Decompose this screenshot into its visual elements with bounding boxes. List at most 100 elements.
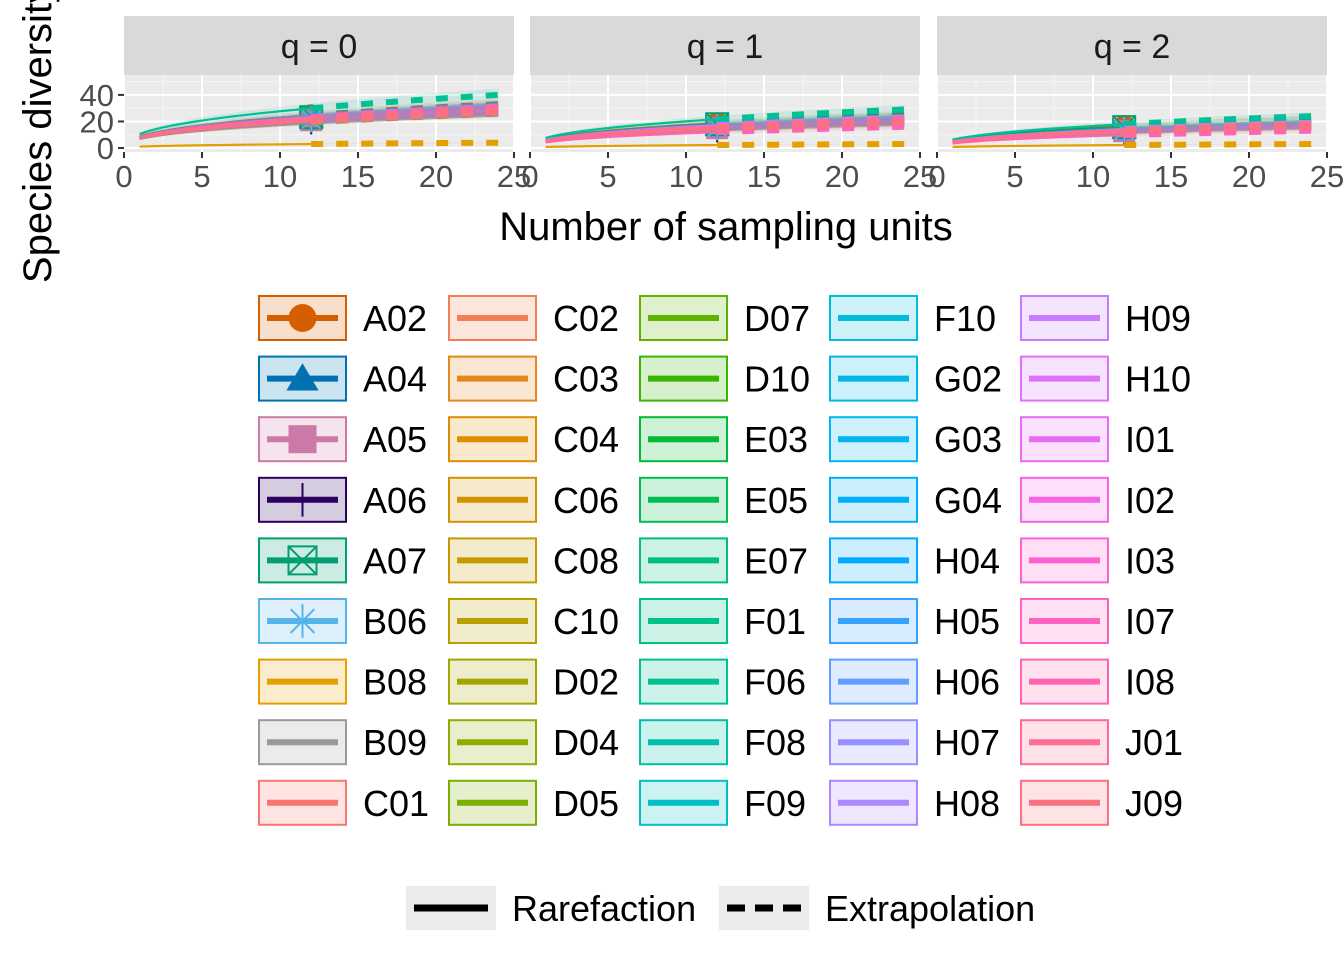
x-tick-label: 25: [903, 159, 937, 194]
confidence-band: [139, 107, 499, 140]
series-legend: A02 A04 A05 A06 A07 B06 B08 B09 C01 C02 C03 C04 C06 C…: [258, 295, 1191, 826]
legend-label: I02: [1125, 480, 1175, 521]
x-tick-label: 10: [1076, 159, 1110, 194]
legend-label: A04: [363, 359, 427, 400]
legend-label: G04: [934, 480, 1002, 521]
y-tick-label: 40: [80, 78, 114, 113]
facet-label: q = 0: [281, 28, 358, 66]
extrapolation-line: [310, 91, 499, 112]
legend-label: E05: [744, 480, 808, 521]
linetype-legend: Rarefaction Extrapolation: [406, 886, 1035, 930]
series-group: [952, 112, 1312, 149]
legend-label: F09: [744, 783, 806, 824]
confidence-band: [139, 107, 499, 140]
extrapolation-line: [311, 106, 499, 123]
legend-item: C03: [448, 355, 619, 402]
legend-item: F06: [639, 658, 806, 705]
legend-label: H04: [934, 540, 1000, 581]
extrapolation-line: [717, 106, 905, 123]
legend-item: F09: [639, 779, 806, 826]
legend-label: D07: [744, 298, 810, 339]
legend-label: D10: [744, 359, 810, 400]
legend-key-shape: [288, 425, 317, 454]
legend-item: H04: [829, 537, 1000, 584]
legend-item: G03: [829, 416, 1002, 463]
legend-label: J01: [1125, 722, 1183, 763]
legend-label: C06: [553, 480, 619, 521]
legend-label: H06: [934, 662, 1000, 703]
linetype-label: Extrapolation: [825, 888, 1035, 929]
legend-label: H10: [1125, 359, 1191, 400]
extrapolation-line: [717, 141, 905, 149]
rarefaction-line: [545, 143, 718, 149]
legend-item: C10: [448, 598, 619, 644]
legend-item: H07: [829, 719, 1000, 766]
legend-label: A07: [363, 540, 427, 581]
legend-key-shape: [288, 304, 317, 332]
legend-label: D02: [553, 662, 619, 703]
extrapolation-line: [717, 123, 905, 136]
linetype-legend-item: Rarefaction: [406, 886, 696, 930]
legend-label: B06: [363, 601, 427, 642]
confidence-band: [139, 88, 499, 136]
linetype-legend-item: Extrapolation: [719, 886, 1035, 930]
legend-item: H08: [829, 779, 1000, 826]
rarefaction-line: [545, 131, 718, 144]
legend-label: I07: [1125, 601, 1175, 642]
legend-item: C08: [448, 537, 619, 584]
x-tick-label: 0: [521, 159, 538, 194]
legend-label: H08: [934, 783, 1000, 824]
legend-label: I01: [1125, 419, 1175, 460]
legend-item: H05: [829, 598, 1000, 644]
legend-label: C10: [553, 601, 619, 642]
legend-item: A07: [258, 537, 427, 584]
legend-label: A02: [363, 298, 427, 339]
legend-label: G03: [934, 419, 1002, 460]
legend-label: C02: [553, 298, 619, 339]
legend-item: B06: [258, 598, 427, 644]
x-tick-label: 15: [341, 159, 375, 194]
legend-label: H09: [1125, 298, 1191, 339]
facet-label: q = 2: [1094, 28, 1171, 66]
x-tick-label: 0: [115, 159, 132, 194]
confidence-band: [139, 107, 499, 140]
confidence-band: [139, 107, 499, 140]
facet-label: q = 1: [687, 28, 764, 66]
legend-label: G02: [934, 359, 1002, 400]
legend-item: E05: [639, 476, 808, 523]
legend-label: D05: [553, 783, 619, 824]
legend-item: H09: [1020, 295, 1191, 341]
y-axis-label: Species diversity: [16, 0, 60, 283]
rarefaction-line: [545, 118, 718, 139]
x-tick-label: 10: [263, 159, 297, 194]
legend-key-shape: [285, 483, 320, 517]
rarefaction-line: [545, 126, 718, 142]
legend-label: H07: [934, 722, 1000, 763]
legend-key-shape: [287, 545, 318, 576]
x-tick-label: 15: [747, 159, 781, 194]
legend-item: D05: [448, 779, 619, 826]
legend-item: F08: [639, 719, 806, 766]
extrapolation-line: [1124, 121, 1312, 134]
legend-label: F01: [744, 601, 806, 642]
legend-item: H06: [829, 658, 1000, 705]
legend-item: C02: [448, 295, 619, 341]
extrapolation-line: [1124, 127, 1312, 139]
legend-label: C03: [553, 359, 619, 400]
legend-item: J09: [1020, 779, 1183, 826]
rarefaction-line: [952, 134, 1125, 145]
legend-label: H05: [934, 601, 1000, 642]
legend-key-shape: [286, 363, 319, 391]
extrapolation-line: [717, 117, 905, 131]
x-tick-label: 0: [928, 159, 945, 194]
facet-panel: q = 2 0 5 10 15 20 25: [928, 16, 1344, 194]
legend-item: D04: [448, 719, 619, 766]
legend-item: I01: [1020, 416, 1175, 463]
extrapolation-line: [1124, 113, 1312, 128]
legend-item: D07: [639, 295, 810, 341]
x-axis-label: Number of sampling units: [499, 205, 953, 249]
legend-item: A06: [258, 476, 427, 523]
legend-label: E03: [744, 419, 808, 460]
legend-item: J01: [1020, 719, 1183, 766]
